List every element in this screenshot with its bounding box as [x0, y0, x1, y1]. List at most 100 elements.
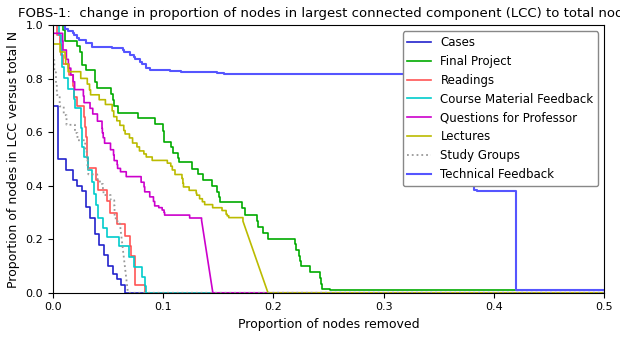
Study Groups [52, 70, 60, 74]
Cases [95, 243, 103, 247]
Questions for Professor [71, 88, 78, 92]
Study Groups [56, 104, 63, 108]
Line: Technical Feedback: Technical Feedback [53, 25, 604, 290]
Readings [49, 23, 56, 27]
Study Groups [85, 166, 92, 170]
Lectures [198, 200, 206, 204]
Cases [87, 216, 94, 220]
Y-axis label: Proportion of nodes in LCC versus total N: Proportion of nodes in LCC versus total … [7, 30, 20, 288]
Study Groups [84, 156, 91, 161]
Study Groups [94, 172, 101, 176]
Cases [601, 291, 608, 295]
Technical Feedback [601, 288, 608, 292]
Study Groups [60, 113, 68, 117]
Study Groups [63, 113, 70, 117]
Study Groups [110, 204, 118, 208]
Lectures [601, 291, 608, 295]
Study Groups [99, 182, 107, 186]
Final Project [601, 288, 608, 292]
Final Project [326, 288, 334, 292]
Study Groups [113, 222, 121, 226]
Study Groups [110, 198, 118, 202]
Readings [80, 104, 87, 108]
Questions for Professor [601, 291, 608, 295]
Final Project [61, 32, 69, 37]
Cases [91, 232, 99, 236]
Study Groups [107, 193, 114, 197]
Lectures [264, 291, 272, 295]
Study Groups [71, 131, 79, 135]
Cases [113, 272, 121, 276]
Title: FOBS-1:  change in proportion of nodes in largest connected component (LCC) to t: FOBS-1: change in proportion of nodes in… [19, 7, 620, 20]
Study Groups [111, 216, 118, 220]
Study Groups [63, 123, 70, 127]
Cases [82, 189, 90, 193]
Study Groups [56, 93, 63, 97]
Questions for Professor [161, 210, 169, 214]
X-axis label: Proportion of nodes removed: Proportion of nodes removed [238, 318, 419, 331]
Cases [49, 103, 56, 107]
Questions for Professor [113, 163, 121, 167]
Readings [81, 115, 89, 119]
Line: Lectures: Lectures [53, 44, 604, 293]
Cases [69, 178, 76, 183]
Course Material Feedback [143, 291, 150, 295]
Readings [141, 291, 149, 295]
Study Groups [117, 225, 124, 229]
Study Groups [53, 93, 61, 97]
Study Groups [124, 291, 131, 295]
Cases [78, 189, 86, 193]
Technical Feedback [120, 46, 127, 50]
Questions for Professor [209, 291, 216, 295]
Study Groups [74, 131, 81, 135]
Course Material Feedback [58, 54, 66, 58]
Line: Final Project: Final Project [53, 25, 604, 290]
Lectures [102, 98, 109, 102]
Study Groups [60, 104, 68, 108]
Line: Questions for Professor: Questions for Professor [53, 25, 604, 293]
Course Material Feedback [115, 244, 123, 248]
Cases [108, 264, 116, 268]
Cases [100, 243, 107, 247]
Line: Readings: Readings [53, 25, 604, 293]
Study Groups [111, 210, 118, 214]
Line: Course Material Feedback: Course Material Feedback [53, 25, 604, 293]
Course Material Feedback [88, 180, 95, 184]
Final Project [61, 28, 69, 32]
Cases [118, 277, 125, 282]
Cases [121, 291, 128, 295]
Study Groups [49, 58, 56, 62]
Cases [108, 272, 116, 276]
Study Groups [71, 123, 79, 127]
Study Groups [111, 204, 118, 208]
Technical Feedback [130, 53, 138, 57]
Final Project [326, 287, 334, 291]
Technical Feedback [512, 288, 520, 292]
Cases [49, 23, 56, 27]
Cases [55, 103, 62, 107]
Line: Cases: Cases [53, 25, 604, 293]
Cases [78, 184, 86, 188]
Course Material Feedback [71, 96, 79, 100]
Final Project [159, 129, 167, 133]
Final Project [49, 23, 56, 27]
Cases [82, 205, 90, 209]
Readings [165, 291, 172, 295]
Cases [63, 168, 70, 172]
Technical Feedback [146, 68, 153, 72]
Technical Feedback [49, 23, 56, 27]
Study Groups [83, 148, 91, 152]
Course Material Feedback [601, 291, 608, 295]
Questions for Professor [94, 112, 101, 116]
Technical Feedback [177, 69, 185, 73]
Study Groups [51, 70, 58, 74]
Study Groups [81, 148, 89, 152]
Study Groups [99, 187, 107, 191]
Study Groups [85, 172, 92, 176]
Cases [104, 253, 112, 257]
Cases [118, 283, 125, 287]
Technical Feedback [475, 189, 482, 193]
Study Groups [601, 291, 608, 295]
Legend: Cases, Final Project, Readings, Course Material Feedback, Questions for Professo: Cases, Final Project, Readings, Course M… [403, 31, 598, 186]
Technical Feedback [82, 41, 89, 45]
